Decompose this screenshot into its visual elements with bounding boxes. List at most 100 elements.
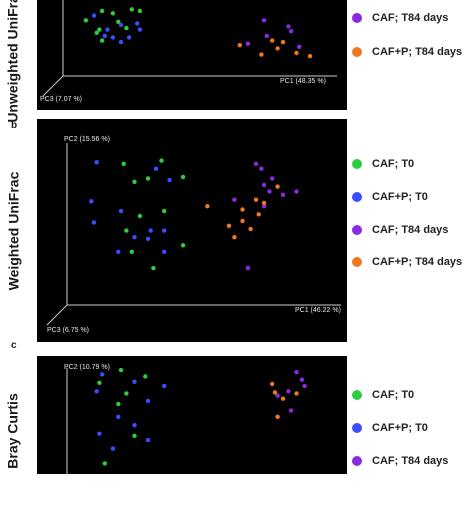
panel-a-pc3-label: PC3 (7.07 %) (40, 96, 83, 103)
point-caf-p-t84-days-6 (259, 52, 264, 57)
panel-c-legend: CAF; T0 CAF+P; T0 CAF; T84 days (352, 356, 474, 474)
point-caf-p-t0-5 (135, 21, 140, 26)
point-caf-t84-days-1 (286, 24, 291, 29)
point-caf-t0-1 (132, 179, 137, 184)
point-caf-t84-days-0 (261, 18, 267, 23)
panel-b-pc3-label: PC3 (6.75 %) (47, 327, 90, 334)
point-caf-p-t0-3 (126, 35, 132, 40)
panel-c-pc2-label: PC2 (10.79 %) (64, 364, 110, 371)
point-caf-t84-days-6 (280, 192, 286, 197)
point-caf-p-t84-days-5 (307, 54, 313, 59)
point-caf-t84-days-5 (297, 44, 302, 49)
panel-a-legend: CAF; T84 days CAF+P; T84 days (352, 0, 474, 110)
point-caf-p-t84-days-0 (205, 204, 210, 209)
point-caf-t0-5 (162, 208, 167, 214)
panel-1-axis-2 (46, 304, 68, 326)
point-caf-p-t0-7 (116, 249, 121, 254)
point-caf-p-t0-8 (102, 33, 108, 39)
panel-b-legend: CAF; T0 CAF+P; T0 CAF; T84 days CAF+P; T… (352, 119, 474, 342)
point-caf-t0-0 (83, 18, 89, 23)
point-caf-t84-days-5 (294, 189, 299, 194)
legend-c-label-1: CAF+P; T0 (372, 422, 428, 434)
panel-b-letter: b (11, 120, 18, 131)
legend-b-dot-0 (352, 159, 362, 169)
point-caf-t0-2 (97, 27, 102, 32)
panel-b-plot: PC2 (15.56 %) PC1 (46.22 %) PC3 (6.75 %) (37, 119, 347, 342)
panel-c-svg (66, 367, 307, 474)
point-caf-p-t0-9 (162, 228, 167, 233)
point-caf-p-t84-days-3 (294, 391, 299, 396)
panel-b-pc1-label: PC1 (46.22 %) (295, 307, 341, 314)
point-caf-p-t0-1 (110, 35, 116, 40)
point-caf-t84-days-5 (288, 408, 294, 413)
point-caf-t84-days-7 (232, 197, 237, 202)
legend-b-label-0: CAF; T0 (372, 158, 415, 170)
point-caf-p-t0-9 (110, 446, 116, 451)
point-caf-t84-days-1 (299, 377, 305, 382)
legend-b-item-2: CAF; T84 days (352, 222, 448, 238)
legend-b-label-1: CAF+P; T0 (372, 191, 428, 203)
point-caf-t0-7 (124, 228, 129, 233)
point-caf-p-t84-days-6 (226, 223, 232, 228)
point-caf-t0-4 (116, 401, 121, 407)
legend-a-label-1: CAF+P; T84 days (372, 46, 463, 58)
point-caf-t0-5 (99, 38, 105, 43)
legend-b-item-3: CAF+P; T84 days (352, 254, 462, 270)
point-caf-p-t0-8 (145, 437, 151, 443)
panel-b-title: Weighted UniFrac (5, 171, 22, 290)
point-caf-t84-days-0 (294, 370, 299, 375)
point-caf-p-t84-days-3 (256, 212, 261, 217)
point-caf-t0-0 (121, 161, 126, 166)
point-caf-t84-days-2 (288, 29, 294, 34)
point-caf-t84-days-8 (261, 204, 267, 209)
panel-b-svg (46, 143, 341, 326)
legend-b-item-1: CAF+P; T0 (352, 189, 428, 205)
point-caf-p-t0-10 (145, 236, 151, 241)
point-caf-p-t0-3 (94, 389, 99, 394)
legend-a-label-0: CAF; T84 days (372, 12, 449, 24)
point-caf-p-t0-4 (145, 398, 151, 404)
legend-c-dot-2 (352, 456, 362, 466)
point-caf-t0-8 (94, 30, 99, 35)
point-caf-p-t0-5 (91, 220, 97, 225)
point-caf-p-t84-days-1 (275, 46, 280, 51)
legend-c-label-2: CAF; T84 days (372, 455, 449, 467)
point-caf-p-t84-days-9 (253, 197, 259, 202)
legend-c-dot-0 (352, 390, 362, 400)
legend-a-dot-0 (352, 13, 362, 23)
point-caf-t0-9 (151, 265, 156, 271)
point-caf-t0-3 (159, 158, 164, 163)
point-caf-p-t84-days-5 (232, 235, 237, 240)
legend-c-label-0: CAF; T0 (372, 389, 415, 401)
legend-c-dot-1 (352, 423, 362, 433)
legend-b-item-0: CAF; T0 (352, 156, 414, 172)
point-caf-p-t0-3 (118, 208, 124, 214)
point-caf-t84-days-4 (267, 189, 272, 194)
point-caf-p-t0-7 (118, 39, 124, 45)
point-caf-p-t0-0 (99, 372, 105, 377)
point-caf-t0-9 (124, 25, 129, 31)
point-caf-p-t0-2 (118, 22, 124, 28)
point-caf-p-t0-4 (89, 199, 94, 204)
point-caf-p-t0-1 (132, 379, 137, 384)
point-caf-t84-days-4 (245, 41, 251, 46)
point-caf-p-t0-2 (162, 383, 167, 389)
point-caf-t0-10 (180, 243, 186, 248)
legend-a-item-1: CAF+P; T84 days (352, 44, 462, 60)
legend-c-item-2: CAF; T84 days (352, 453, 448, 469)
point-caf-t0-2 (145, 176, 151, 181)
point-caf-p-t0-6 (91, 13, 97, 18)
panel-a-plot: PC1 (48.35 %) PC3 (7.07 %) (37, 0, 347, 110)
legend-c-item-1: CAF+P; T0 (352, 420, 428, 436)
point-caf-p-t0-6 (132, 423, 137, 428)
point-caf-p-t84-days-1 (240, 207, 245, 212)
point-caf-p-t84-days-4 (248, 226, 253, 232)
panel-a-pc1-label: PC1 (48.35 %) (280, 78, 326, 85)
point-caf-t84-days-0 (253, 161, 259, 166)
legend-b-label-3: CAF+P; T84 days (372, 256, 463, 268)
point-caf-p-t0-11 (162, 249, 167, 254)
point-caf-t84-days-9 (245, 265, 251, 271)
point-caf-t0-3 (124, 391, 129, 396)
point-caf-p-t0-4 (137, 27, 143, 32)
legend-a-dot-1 (352, 47, 362, 57)
